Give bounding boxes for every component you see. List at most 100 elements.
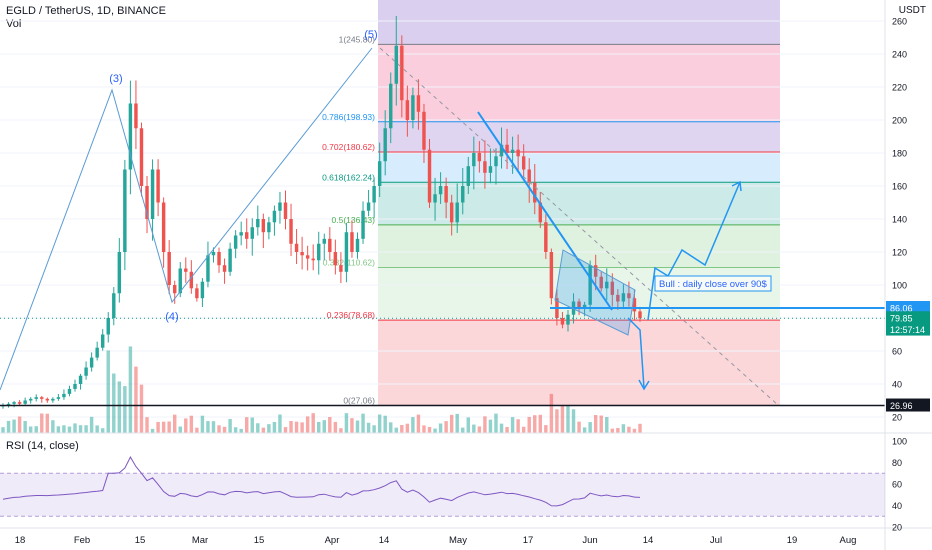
candle-body-29 <box>161 202 166 252</box>
volume-bar-22 <box>123 386 127 433</box>
candle-body-24 <box>134 103 138 129</box>
price-tag-bg-3 <box>886 398 930 412</box>
candle-body-88 <box>488 166 493 173</box>
volume-bar-104 <box>577 421 581 433</box>
volume-bar-74 <box>411 417 415 433</box>
candle-body-114 <box>632 298 637 312</box>
price-tick-180: 180 <box>892 149 907 159</box>
candle-body-40 <box>222 265 227 272</box>
volume-bar-20 <box>112 373 116 433</box>
volume-bar-31 <box>172 414 177 433</box>
volume-bar-64 <box>355 420 360 433</box>
volume-bar-5 <box>28 426 33 433</box>
candle-body-75 <box>416 95 421 112</box>
time-tick-5: Apr <box>325 535 340 546</box>
volume-bar-91 <box>505 427 509 433</box>
volume-bar-84 <box>466 417 471 433</box>
time-tick-4: 15 <box>254 535 265 546</box>
volume-bar-92 <box>510 417 515 433</box>
elliott-wave-line <box>0 47 373 391</box>
volume-bar-100 <box>555 409 559 433</box>
volume-bar-63 <box>350 418 354 433</box>
candle-body-33 <box>184 268 188 272</box>
candle-body-51 <box>283 202 288 219</box>
fib-zone-1 <box>378 121 780 152</box>
volume-bar-1 <box>6 420 11 433</box>
volume-bar-51 <box>283 427 288 433</box>
volume-bar-96 <box>533 415 537 433</box>
candle-body-19 <box>106 318 110 335</box>
volume-bar-108 <box>599 415 603 433</box>
volume-bar-0 <box>1 427 5 433</box>
volume-bar-98 <box>544 425 548 433</box>
volume-bar-39 <box>217 425 221 433</box>
volume-bar-61 <box>339 428 343 433</box>
price-tag-bg-2 <box>886 322 930 336</box>
candle-body-91 <box>505 144 509 153</box>
candle-body-37 <box>206 255 210 282</box>
candle-body-11 <box>62 393 66 398</box>
volume-bar-11 <box>62 425 66 433</box>
rsi-tick-40: 40 <box>892 501 902 511</box>
volume-bar-82 <box>455 413 459 433</box>
candle-body-43 <box>239 232 243 236</box>
candle-body-18 <box>100 334 105 348</box>
candle-body-99 <box>549 252 554 299</box>
candle-body-111 <box>616 294 620 302</box>
fib-label-1: 0.786(198.93) <box>322 112 375 122</box>
candle-body-92 <box>510 149 515 153</box>
candle-body-47 <box>261 219 266 233</box>
candle-body-21 <box>117 252 122 294</box>
volume-bar-26 <box>145 417 149 433</box>
volume-bar-27 <box>150 428 155 433</box>
volume-bar-80 <box>444 421 448 433</box>
rsi-line <box>2 456 641 507</box>
volume-bar-95 <box>527 416 531 433</box>
fib-label-4: 0.5(136.43) <box>332 215 376 225</box>
candle-body-90 <box>499 144 504 157</box>
price-tick-40: 40 <box>892 380 902 390</box>
candle-body-84 <box>466 166 471 186</box>
bear-projection-path <box>627 317 645 389</box>
volume-bar-54 <box>300 422 304 433</box>
candle-body-76 <box>422 111 426 150</box>
candle-body-55 <box>305 255 310 259</box>
fib-label-6: 0.236(78.68) <box>327 310 375 320</box>
fib-label-7: 0(27.06) <box>343 395 375 405</box>
candle-body-110 <box>610 281 615 295</box>
price-tick-20: 20 <box>892 413 902 423</box>
candle-body-6 <box>34 397 38 399</box>
volume-bar-73 <box>405 423 410 433</box>
candle-body-104 <box>577 301 581 309</box>
candle-body-7 <box>40 397 44 399</box>
candle-body-57 <box>317 243 321 261</box>
price-tick-60: 60 <box>892 347 902 357</box>
candle-body-50 <box>278 202 282 211</box>
candle-body-85 <box>472 153 476 167</box>
candle-body-3 <box>17 402 22 404</box>
volume-bar-25 <box>139 384 144 433</box>
candle-body-4 <box>23 400 27 404</box>
candle-body-98 <box>544 222 548 252</box>
volume-bar-36 <box>200 415 205 433</box>
candle-body-49 <box>272 210 277 223</box>
volume-bar-29 <box>161 421 166 433</box>
volume-bar-2 <box>12 419 16 433</box>
volume-bar-23 <box>128 346 133 433</box>
candle-body-26 <box>145 186 149 219</box>
volume-bar-67 <box>372 425 376 433</box>
volume-bar-99 <box>549 393 554 433</box>
fib-zone-0 <box>378 44 780 122</box>
volume-bar-58 <box>322 420 326 433</box>
candle-body-28 <box>156 169 160 203</box>
candle-body-60 <box>333 252 338 266</box>
wave-label-3: (3) <box>109 73 122 85</box>
price-tick-100: 100 <box>892 281 907 291</box>
volume-bar-17 <box>95 425 99 433</box>
wave-label-4: (4) <box>165 311 178 323</box>
candle-body-96 <box>533 182 537 203</box>
downtrend-line <box>477 111 613 311</box>
falling-wedge <box>554 249 636 336</box>
